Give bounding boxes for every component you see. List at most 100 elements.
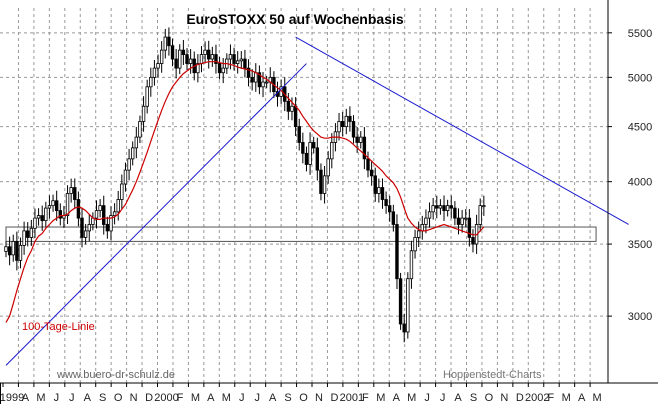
candle-body <box>293 105 298 128</box>
candle-body <box>98 205 102 211</box>
candle-body <box>445 205 450 211</box>
candle-body <box>235 60 240 64</box>
support-band <box>5 226 597 242</box>
candle-body <box>15 241 19 261</box>
candle-body <box>239 58 243 62</box>
candle-body <box>83 230 88 238</box>
candle-body <box>482 205 486 208</box>
x-tick-label: N <box>315 392 323 404</box>
x-tick-label: J <box>440 392 446 404</box>
trend-line-support <box>5 63 307 366</box>
x-tick-label: A <box>22 392 30 404</box>
chart-title: EuroSTOXX 50 auf Wochenbasis <box>186 11 404 27</box>
candle-body <box>406 278 410 333</box>
candle-body <box>388 205 392 213</box>
y-tick-label: 3500 <box>628 239 652 251</box>
candle-body <box>464 217 468 220</box>
candle-body <box>210 54 215 60</box>
candle-body <box>170 45 175 60</box>
candle-body <box>18 245 23 261</box>
x-tick-label: N <box>130 392 138 404</box>
x-tick-label: M <box>191 392 200 404</box>
candle-body <box>290 105 294 112</box>
x-tick-label: J <box>254 392 260 404</box>
candle-body <box>431 205 435 213</box>
candle-body <box>163 36 167 51</box>
candle-body <box>254 72 258 83</box>
candle-body <box>4 246 8 252</box>
x-tick-label: A <box>84 392 92 404</box>
candle-body <box>105 224 110 232</box>
candle-body <box>134 136 139 149</box>
x-tick-label: D <box>516 392 524 404</box>
candle-body <box>355 136 359 143</box>
x-tick-label: N <box>500 392 508 404</box>
candle-body <box>47 205 52 209</box>
candle-body <box>73 187 77 200</box>
x-tick-label: O <box>485 392 494 404</box>
y-tick-label: 5000 <box>628 72 652 84</box>
candle-body <box>456 217 461 225</box>
candle-body <box>391 211 396 225</box>
candle-body <box>246 67 251 78</box>
x-tick-label: 2001 <box>340 392 364 404</box>
candle-body <box>471 237 475 245</box>
x-tick-label: 2002 <box>525 392 549 404</box>
candle-body <box>76 199 81 219</box>
candle-body <box>449 205 453 209</box>
candle-body <box>130 147 135 160</box>
candle-body <box>330 142 334 160</box>
candle-body <box>228 54 233 60</box>
candle-body <box>416 230 421 238</box>
candle-body <box>29 227 34 238</box>
x-tick-label: O <box>299 392 308 404</box>
x-tick-label: M <box>593 392 602 404</box>
candle-body <box>442 205 446 211</box>
candle-body <box>159 49 164 64</box>
candle-body <box>326 158 330 177</box>
x-tick-label: M <box>562 392 571 404</box>
candle-body <box>340 121 345 128</box>
candle-body <box>54 200 59 211</box>
candle-body <box>373 175 377 194</box>
candle-body <box>138 121 142 138</box>
ma-annotation: 100-Tage-Linie <box>22 321 95 333</box>
x-tick-label: M <box>407 392 416 404</box>
x-tick-label: F <box>547 392 554 404</box>
x-tick-label: S <box>284 392 291 404</box>
candle-body <box>453 207 457 219</box>
candle-body <box>301 142 305 154</box>
candle-body <box>221 67 225 74</box>
candle-body <box>112 211 117 216</box>
x-tick-label: D <box>330 392 338 404</box>
candle-body <box>44 207 48 222</box>
candle-body <box>264 81 269 84</box>
candle-body <box>11 241 15 256</box>
candle-body <box>319 169 323 194</box>
candle-body <box>123 169 128 185</box>
candle-body <box>94 210 99 219</box>
candle-body <box>36 215 41 219</box>
x-tick-label: J <box>54 392 60 404</box>
x-tick-label: A <box>393 392 401 404</box>
candle-body <box>427 211 432 219</box>
x-tick-label: F <box>177 392 184 404</box>
candle-body <box>344 115 348 128</box>
candle-body <box>116 199 120 213</box>
candle-body <box>33 217 37 229</box>
candle-body <box>214 54 218 64</box>
candle-body <box>460 217 464 225</box>
candle-body <box>127 158 131 171</box>
candle-body <box>178 49 182 69</box>
x-tick-label: J <box>239 392 245 404</box>
candle-body <box>7 246 12 256</box>
candle-body <box>145 86 149 107</box>
candle-body <box>199 54 204 64</box>
candle-body <box>348 115 352 122</box>
x-tick-label: M <box>222 392 231 404</box>
candle-body <box>413 237 417 252</box>
candle-body <box>69 187 73 194</box>
candle-body <box>203 49 207 55</box>
candle-body <box>26 230 30 238</box>
